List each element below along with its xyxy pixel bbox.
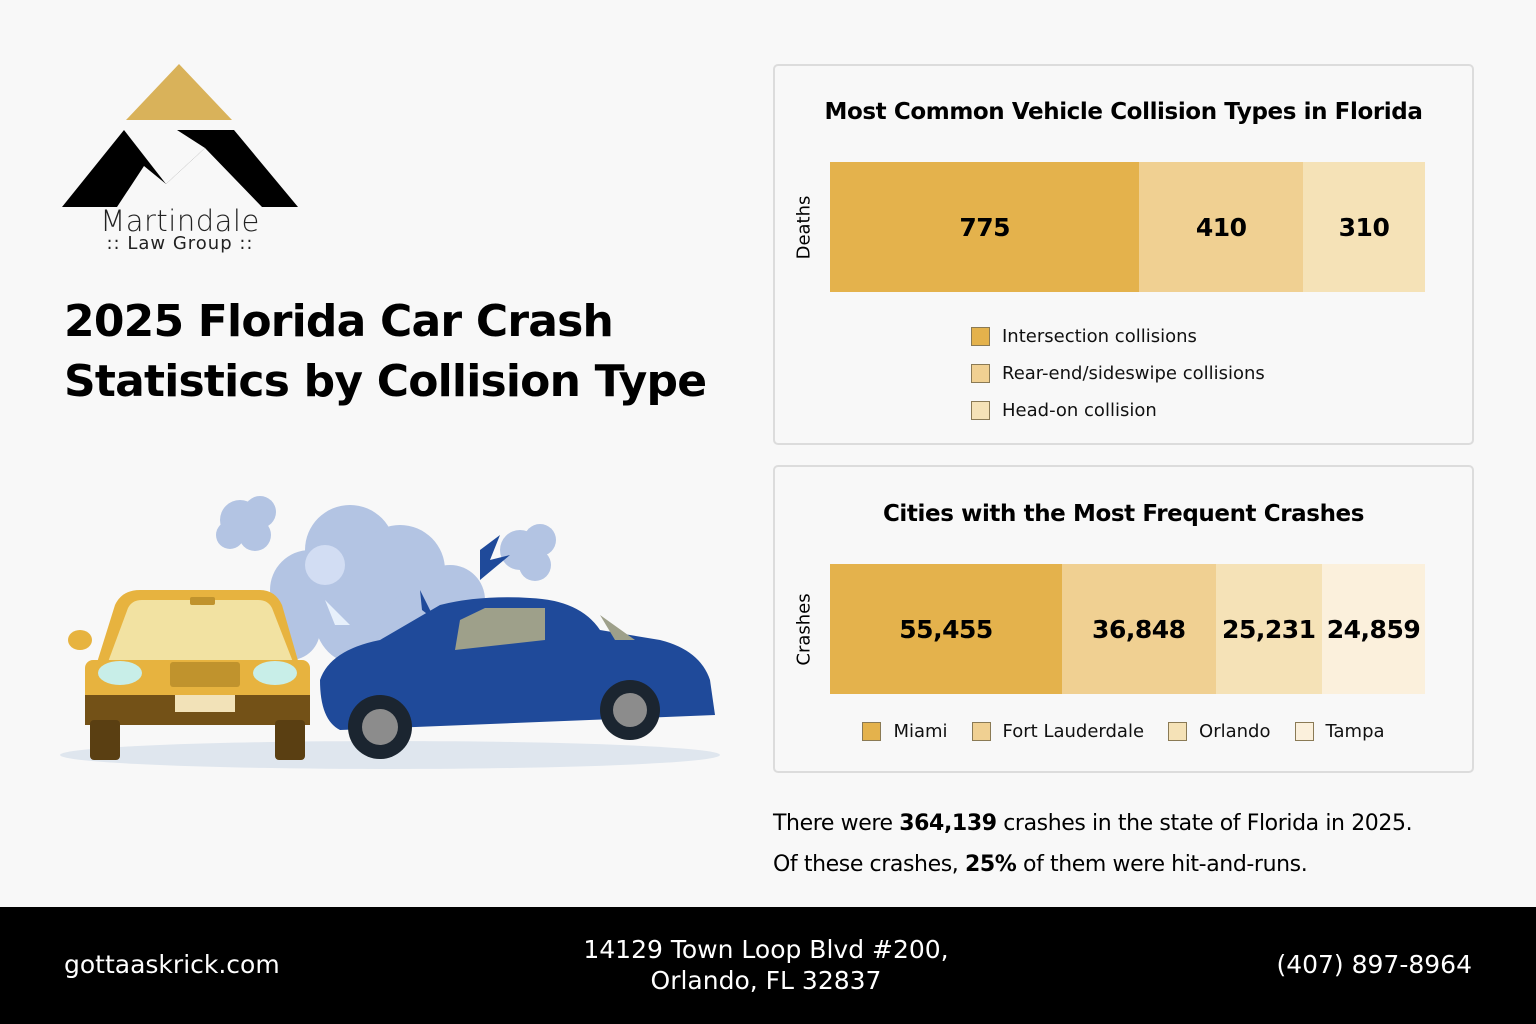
stacked-bar: 55,455 36,848 25,231 24,859 xyxy=(830,564,1425,694)
chart-legend: Miami Fort Lauderdale Orlando Tampa xyxy=(775,721,1472,742)
bar-segment-intersection: 775 xyxy=(830,162,1140,292)
legend-item: Tampa xyxy=(1294,721,1385,742)
legend-item: Rear-end/sideswipe collisions xyxy=(971,355,1265,392)
bar-segment-tampa: 24,859 xyxy=(1322,564,1425,694)
summary-text: There were 364,139 crashes in the state … xyxy=(773,803,1513,885)
cities-crashes-chart-card: Cities with the Most Frequent Crashes Cr… xyxy=(773,465,1474,773)
legend-item: Miami xyxy=(862,721,948,742)
bar-segment-rear-end: 410 xyxy=(1139,162,1304,292)
legend-item: Head-on collision xyxy=(971,392,1265,429)
legend-swatch-icon xyxy=(862,722,882,741)
phone-link[interactable]: (407) 897-8964 xyxy=(1276,950,1472,979)
legend-item: Fort Lauderdale xyxy=(971,721,1144,742)
y-axis-label: Crashes xyxy=(793,592,815,666)
y-axis-label: Deaths xyxy=(793,195,815,259)
bar-segment-head-on: 310 xyxy=(1303,162,1425,292)
legend-swatch-icon xyxy=(1294,722,1314,741)
car-crash-icon xyxy=(60,496,720,769)
page-title: 2025 Florida Car Crash Statistics by Col… xyxy=(64,296,707,407)
legend-item: Intersection collisions xyxy=(971,318,1265,355)
legend-swatch-icon xyxy=(971,327,990,346)
company-logo: Martindale :: Law Group :: xyxy=(62,62,298,257)
website-link[interactable]: gottaaskrick.com xyxy=(64,950,280,979)
chart-title: Cities with the Most Frequent Crashes xyxy=(882,501,1365,527)
summary-line-2: Of these crashes, 25% of them were hit-a… xyxy=(773,852,1308,877)
car-crash-illustration xyxy=(60,490,730,780)
bar-segment-fort-lauderdale: 36,848 xyxy=(1062,564,1216,694)
legend-item: Orlando xyxy=(1168,721,1271,742)
legend-swatch-icon xyxy=(1168,722,1188,741)
legend-swatch-icon xyxy=(971,401,990,420)
bar-segment-orlando: 25,231 xyxy=(1215,564,1323,694)
bar-segment-miami: 55,455 xyxy=(830,564,1063,694)
logo-subtitle: :: Law Group :: xyxy=(106,233,254,254)
stacked-bar: 775 410 310 xyxy=(830,162,1425,292)
logo-name: Martindale xyxy=(100,204,260,238)
legend-swatch-icon xyxy=(971,722,991,741)
logo-mark-icon xyxy=(62,64,298,207)
summary-line-1: There were 364,139 crashes in the state … xyxy=(773,811,1413,836)
address: 14129 Town Loop Blvd #200, Orlando, FL 3… xyxy=(583,935,949,995)
chart-legend: Intersection collisions Rear-end/sideswi… xyxy=(971,318,1265,429)
collision-types-chart-card: Most Common Vehicle Collision Types in F… xyxy=(773,64,1474,445)
footer: gottaaskrick.com 14129 Town Loop Blvd #2… xyxy=(0,907,1536,1024)
legend-swatch-icon xyxy=(971,364,990,383)
chart-title: Most Common Vehicle Collision Types in F… xyxy=(824,99,1423,125)
